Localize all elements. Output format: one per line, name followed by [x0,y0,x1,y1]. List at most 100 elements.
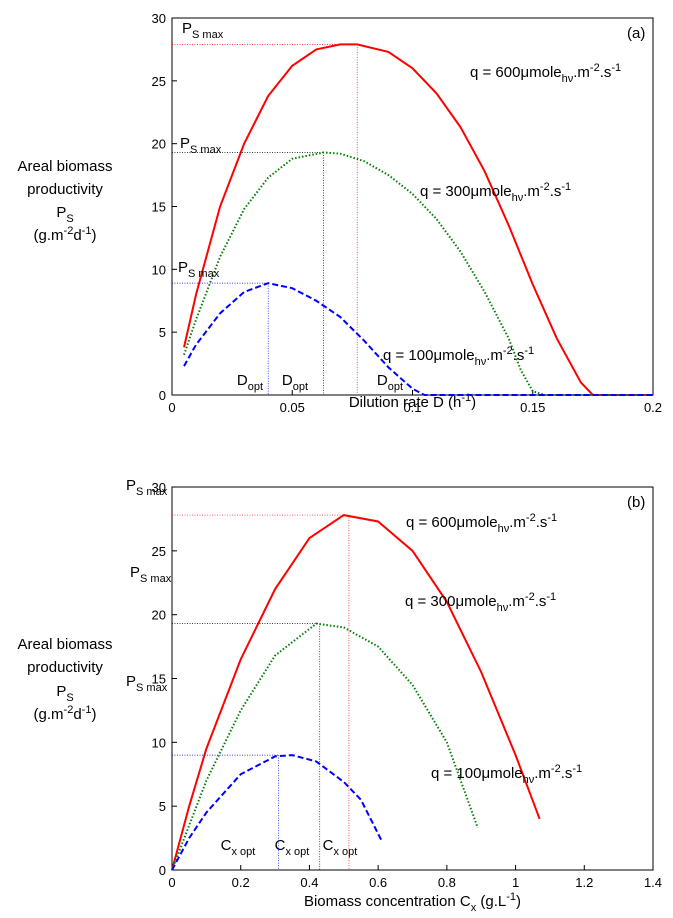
xopt-label: Cx opt [221,837,256,858]
y-axis-label: Areal biomass [17,158,112,175]
x-tick-label: 1.2 [575,875,593,890]
xopt-label-part: x opt [333,846,357,858]
series-label-part: .s [535,593,547,610]
x-tick-label: 0.2 [644,400,662,415]
x-tick-label: 0.15 [520,400,545,415]
y-axis-label-part: ) [91,706,96,723]
ymax-label-part: P [126,673,136,690]
series-label-part: hν [498,523,510,535]
y-axis-label-part: P [56,683,66,700]
series-line [183,43,653,396]
series-label-part: .s [600,64,612,81]
series-label-part: -1 [524,345,534,357]
y-axis-label-part: productivity [27,659,103,676]
y-tick-label: 30 [152,11,166,26]
ymax-label-part: S max [188,268,220,280]
xopt-label: Dopt [237,372,263,393]
y-tick-label: 10 [152,262,166,277]
ymax-label-part: P [180,135,190,152]
y-tick-label: 25 [152,544,166,559]
x-axis-label: Biomass concentration Cx (g.L-1) [304,891,521,914]
series-label-part: hν [523,774,535,786]
y-tick-label: 30 [152,480,166,495]
ymax-label: PS max [180,135,222,156]
xopt-label: Cx opt [323,837,358,858]
ymax-label-part: P [178,259,188,276]
series-label-part: q = 300μmole [420,183,512,200]
xopt-label-part: opt [388,381,403,393]
y-axis-label-part: (g.m [34,706,64,723]
y-tick-label: 5 [159,799,166,814]
x-tick-label: 1.4 [644,875,662,890]
series-label-part: q = 600μmole [470,64,562,81]
x-tick-label: 0 [168,875,175,890]
series-label-part: -2 [540,181,550,193]
ymax-label: PS max [178,259,220,280]
ymax-label: PS max [126,477,168,498]
y-axis-label-part: (g.m [34,227,64,244]
y-axis-label: PS [56,204,73,225]
series-label-part: q = 100μmole [383,347,475,364]
xopt-label-part: x opt [231,846,255,858]
y-tick-label: 0 [159,863,166,878]
x-axis-label-part: -1 [461,392,471,404]
xopt-label-part: C [221,837,232,854]
series-label-part: -2 [525,591,535,603]
x-axis-label-part: (g.L [476,893,506,910]
y-axis-label-part: S [66,213,73,225]
series-label-part: .s [550,183,562,200]
y-axis-label-part: ) [91,227,96,244]
y-axis-label-part: P [56,204,66,221]
series-label-part: -2 [551,763,561,775]
xopt-label-part: D [282,372,293,389]
series-label-part: .m [523,183,540,200]
x-tick-label: 0.8 [438,875,456,890]
ymax-label-part: S max [136,682,168,694]
y-tick-label: 20 [152,608,166,623]
ymax-label-part: P [182,20,192,37]
y-tick-label: 20 [152,137,166,152]
xopt-label-part: C [323,837,334,854]
x-axis-label-part: Dilution rate D (h [349,394,462,411]
xopt-label: Dopt [377,372,403,393]
series-label-part: hν [512,192,524,204]
y-axis-label: Areal biomass [17,636,112,653]
series-line [183,282,653,396]
series-label: q = 600μmolehν.m-2.s-1 [406,512,557,535]
series-label-part: -1 [546,591,556,603]
y-axis-label: PS [56,683,73,704]
series-label-part: .s [536,514,548,531]
series-label-part: .m [534,765,551,782]
y-axis-label-part: -1 [82,704,92,716]
y-axis-label-part: productivity [27,181,103,198]
xopt-label-part: D [377,372,388,389]
series-label-part: q = 600μmole [406,514,498,531]
y-tick-label: 5 [159,325,166,340]
xopt-label-part: opt [248,381,263,393]
xopt-label: Dopt [282,372,308,393]
series-label: q = 600μmolehν.m-2.s-1 [470,62,621,85]
y-axis-label-part: d [73,227,81,244]
x-axis-label-part: x [471,902,477,914]
series-label: q = 300μmolehν.m-2.s-1 [420,181,571,204]
panel-label: (b) [627,494,645,511]
xopt-label: Cx opt [275,837,310,858]
y-axis-label: productivity [27,659,103,676]
series-label-part: .m [508,593,525,610]
ymax-label-part: P [126,477,136,494]
y-axis-label: productivity [27,181,103,198]
x-tick-label: 1 [512,875,519,890]
series-label-part: -1 [561,181,571,193]
y-tick-label: 0 [159,388,166,403]
series-label-part: -1 [611,62,621,74]
y-axis-label-part: -1 [82,225,92,237]
ymax-label-part: S max [190,144,222,156]
ymax-label-part: P [130,564,140,581]
y-axis-label-part: Areal biomass [17,636,112,653]
series-label-part: .m [573,64,590,81]
ymax-label: PS max [130,564,172,585]
x-tick-label: 0.4 [300,875,318,890]
x-axis-label-part: -1 [506,891,516,903]
xopt-label-part: D [237,372,248,389]
